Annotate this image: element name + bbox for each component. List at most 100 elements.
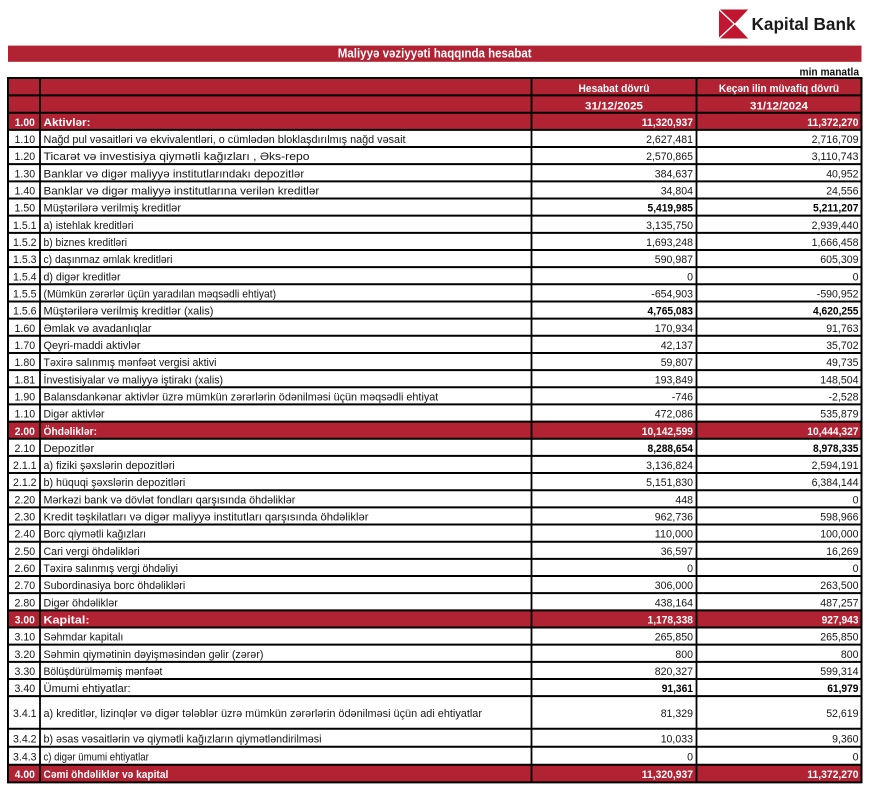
svg-text:61,979: 61,979 (827, 683, 858, 695)
svg-text:1.70: 1.70 (15, 340, 36, 352)
svg-text:1.10: 1.10 (15, 409, 36, 421)
svg-text:2.40: 2.40 (15, 529, 36, 541)
svg-text:3.20: 3.20 (15, 649, 36, 661)
svg-text:0: 0 (687, 563, 693, 575)
svg-text:Keçən ilin müvafiq dövrü: Keçən ilin müvafiq dövrü (719, 83, 839, 95)
svg-text:598,966: 598,966 (820, 512, 858, 524)
svg-text:Müştərilərə verilmiş kreditlər: Müştərilərə verilmiş kreditlər (44, 203, 182, 215)
svg-text:16,269: 16,269 (826, 546, 858, 558)
svg-text:962,736: 962,736 (655, 512, 693, 524)
svg-text:1.40: 1.40 (15, 186, 36, 198)
svg-text:11,320,937: 11,320,937 (642, 769, 693, 781)
svg-text:1,666,458: 1,666,458 (812, 237, 859, 249)
svg-text:-746: -746 (672, 391, 693, 403)
svg-text:Ümumi ehtiyatlar:: Ümumi ehtiyatlar: (44, 683, 131, 695)
svg-text:448: 448 (675, 494, 693, 506)
svg-text:42,137: 42,137 (661, 340, 693, 352)
svg-text:100,000: 100,000 (820, 529, 858, 541)
svg-text:34,804: 34,804 (661, 186, 693, 198)
svg-text:1.90: 1.90 (15, 391, 36, 403)
svg-text:263,500: 263,500 (820, 580, 858, 592)
svg-text:4.00: 4.00 (15, 769, 35, 781)
svg-text:49,735: 49,735 (826, 357, 858, 369)
svg-text:1,178,338: 1,178,338 (648, 615, 694, 627)
svg-text:1.5.5: 1.5.5 (13, 289, 37, 301)
svg-text:1.81: 1.81 (15, 374, 36, 386)
svg-text:2,570,865: 2,570,865 (646, 151, 693, 163)
svg-text:52,619: 52,619 (826, 708, 858, 720)
svg-text:1.00: 1.00 (15, 117, 35, 129)
svg-text:110,000: 110,000 (655, 529, 693, 541)
svg-text:4,620,255: 4,620,255 (813, 306, 859, 318)
svg-text:Səhmin qiymətinin dəyişməsində: Səhmin qiymətinin dəyişməsindən gəlir (z… (44, 649, 264, 661)
svg-text:3,136,824: 3,136,824 (646, 460, 693, 472)
svg-text:1.20: 1.20 (15, 151, 36, 163)
svg-text:590,987: 590,987 (655, 254, 693, 266)
svg-text:2,716,709: 2,716,709 (812, 134, 859, 146)
svg-text:438,164: 438,164 (655, 597, 693, 609)
svg-text:Öhdəliklər:: Öhdəliklər: (44, 425, 98, 438)
svg-text:Cəmi öhdəliklər və kapital: Cəmi öhdəliklər və kapital (44, 769, 169, 781)
svg-text:Təxirə salınmış vergi öhdəliyi: Təxirə salınmış vergi öhdəliyi (44, 563, 178, 575)
svg-text:2.60: 2.60 (15, 563, 36, 575)
svg-text:Banklar və digər maliyyə insti: Banklar və digər maliyyə institutlarında… (44, 168, 305, 180)
svg-text:36,597: 36,597 (661, 546, 693, 558)
svg-text:472,086: 472,086 (655, 409, 693, 421)
svg-text:Balansdankənar aktivlər üzrə m: Balansdankənar aktivlər üzrə mümkün zərə… (44, 391, 439, 403)
svg-text:2.1.1: 2.1.1 (13, 460, 37, 472)
svg-text:Subordinasiya borc öhdəlikləri: Subordinasiya borc öhdəlikləri (44, 580, 186, 592)
svg-text:91,361: 91,361 (662, 683, 693, 695)
svg-text:Digər öhdəliklər: Digər öhdəliklər (44, 597, 119, 609)
svg-text:800: 800 (841, 649, 859, 661)
svg-text:Aktivlər:: Aktivlər: (44, 117, 91, 129)
svg-text:Maliyyə vəziyyəti haqqında hes: Maliyyə vəziyyəti haqqında hesabat (338, 47, 533, 61)
svg-text:0: 0 (853, 494, 859, 506)
svg-text:d) digər kreditlər: d) digər kreditlər (44, 271, 121, 283)
svg-text:Kapital:: Kapital: (44, 615, 90, 627)
svg-text:9,360: 9,360 (832, 733, 858, 745)
svg-text:1,693,248: 1,693,248 (646, 237, 693, 249)
svg-text:Digər aktivlər: Digər aktivlər (44, 409, 105, 421)
svg-text:(Mümkün zərərlər üçün yaradıla: (Mümkün zərərlər üçün yaradılan məqsədli… (44, 289, 277, 301)
svg-text:91,763: 91,763 (826, 323, 858, 335)
svg-text:Təxirə salınmış mənfəət vergis: Təxirə salınmış mənfəət vergisi aktivi (44, 357, 217, 369)
svg-text:b) hüquqi şəxslərin depozitlər: b) hüquqi şəxslərin depozitləri (44, 477, 186, 489)
svg-text:384,637: 384,637 (655, 168, 693, 180)
svg-text:0: 0 (687, 751, 693, 763)
svg-text:2.00: 2.00 (15, 426, 35, 438)
svg-text:1.5.2: 1.5.2 (13, 237, 37, 249)
svg-text:Bölüşdürülməmiş mənfəət: Bölüşdürülməmiş mənfəət (44, 666, 163, 678)
svg-text:Səhmdar kapitalı: Səhmdar kapitalı (44, 632, 124, 644)
svg-text:Əmlak və avadanlıqlar: Əmlak və avadanlıqlar (44, 323, 152, 335)
svg-text:3.4.3: 3.4.3 (13, 751, 37, 763)
svg-text:3,110,743: 3,110,743 (812, 151, 859, 163)
svg-text:-590,952: -590,952 (817, 289, 859, 301)
svg-text:2,594,191: 2,594,191 (812, 460, 859, 472)
svg-text:1.10: 1.10 (15, 134, 36, 146)
svg-text:Kapital Bank: Kapital Bank (752, 14, 856, 34)
svg-text:1.30: 1.30 (15, 168, 36, 180)
svg-text:1.5.1: 1.5.1 (13, 220, 37, 232)
svg-text:605,309: 605,309 (820, 254, 858, 266)
svg-text:2.50: 2.50 (15, 546, 36, 558)
svg-text:265,850: 265,850 (655, 632, 693, 644)
svg-text:Nağd pul vəsaitləri və ekviva: Nağd pul vəsaitləri və ekvivalentləri, o… (44, 134, 406, 146)
svg-text:800: 800 (675, 649, 693, 661)
svg-text:Depozitlər: Depozitlər (44, 443, 95, 455)
svg-text:24,556: 24,556 (826, 186, 858, 198)
svg-text:40,952: 40,952 (826, 168, 858, 180)
svg-text:min manatla: min manatla (800, 66, 860, 78)
svg-text:10,033: 10,033 (661, 733, 693, 745)
svg-text:0: 0 (853, 271, 859, 283)
svg-text:2.30: 2.30 (15, 512, 36, 524)
svg-text:5,211,207: 5,211,207 (813, 203, 859, 215)
svg-text:Borc qiymətli kağızları: Borc qiymətli kağızları (44, 529, 147, 541)
svg-text:b) əsas vəsaitlərin və qiymətl: b) əsas vəsaitlərin və qiymətli kağızlar… (44, 733, 322, 745)
svg-text:2,627,481: 2,627,481 (646, 134, 693, 146)
svg-text:11,372,270: 11,372,270 (807, 769, 858, 781)
svg-text:3.10: 3.10 (15, 632, 36, 644)
svg-text:170,934: 170,934 (655, 323, 693, 335)
svg-text:Mərkəzi bank və dövlət fondlar: Mərkəzi bank və dövlət fondları qarşısın… (44, 494, 296, 506)
svg-text:Cari vergi öhdəlikləri: Cari vergi öhdəlikləri (44, 546, 140, 558)
svg-text:599,314: 599,314 (820, 666, 858, 678)
